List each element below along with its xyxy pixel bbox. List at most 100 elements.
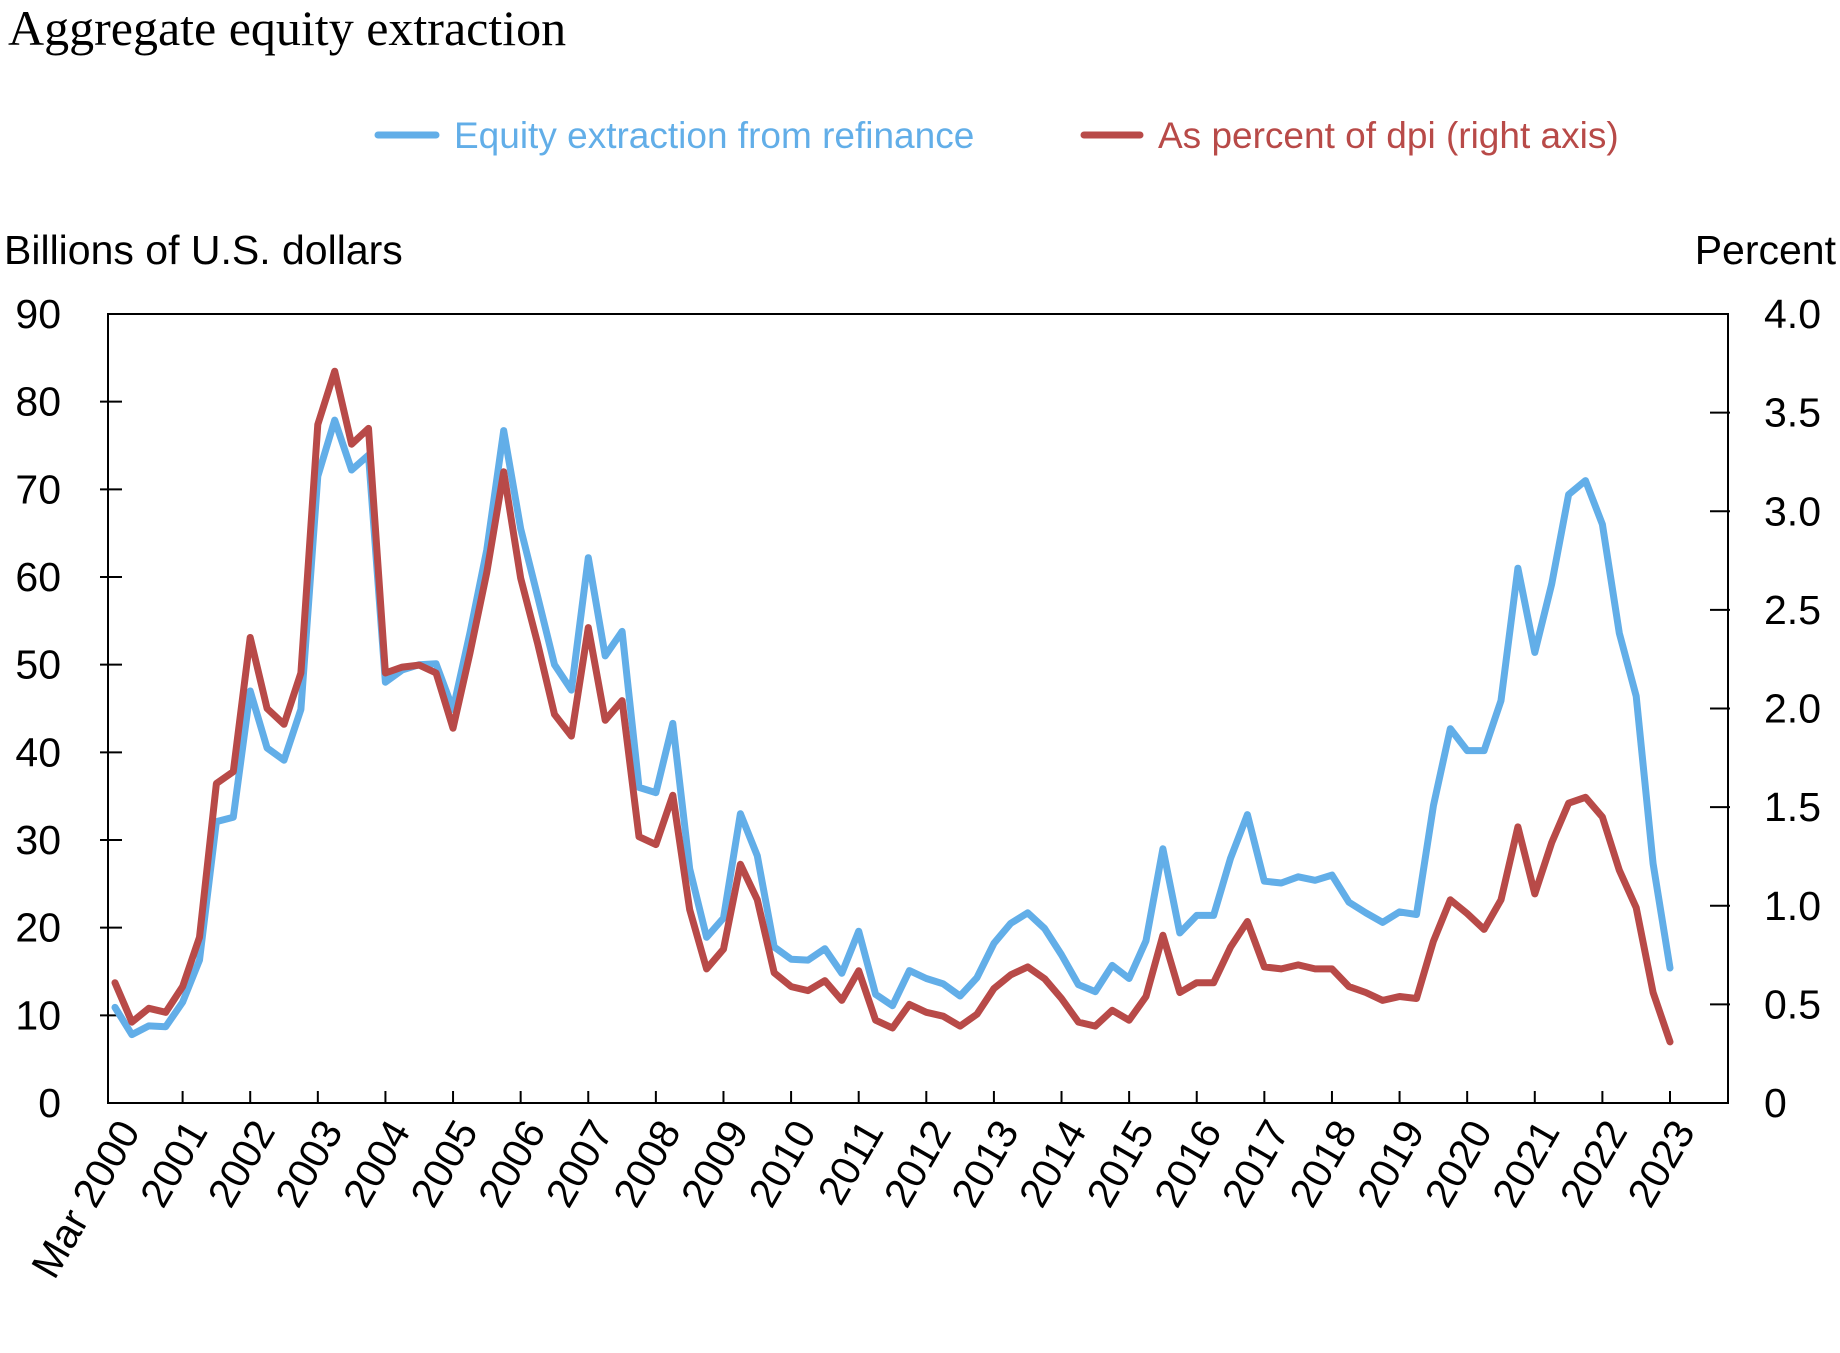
data-point xyxy=(789,985,793,989)
data-point xyxy=(451,726,455,730)
data-point xyxy=(772,971,776,975)
data-point xyxy=(1499,699,1503,703)
data-point xyxy=(1398,994,1402,998)
x-tick-label: 2004 xyxy=(334,1113,419,1215)
data-point xyxy=(1583,795,1587,799)
left-tick-label: 70 xyxy=(15,466,61,512)
data-point xyxy=(1634,906,1638,910)
data-point xyxy=(1431,804,1435,808)
right-tick-label: 1.0 xyxy=(1764,883,1821,929)
series-line-refinance xyxy=(111,416,1674,1039)
data-point xyxy=(620,629,624,633)
data-point xyxy=(1668,966,1672,970)
data-point xyxy=(147,1006,151,1010)
data-point xyxy=(1093,1024,1097,1028)
data-point xyxy=(1414,913,1418,917)
data-point xyxy=(231,770,235,774)
data-point xyxy=(857,929,861,933)
data-point xyxy=(1651,862,1655,866)
data-point xyxy=(891,1026,894,1030)
data-point xyxy=(840,998,844,1002)
right-tick-label: 4.0 xyxy=(1764,291,1821,337)
data-point xyxy=(1060,953,1064,957)
data-point xyxy=(400,665,404,669)
data-point xyxy=(1398,910,1402,914)
data-point xyxy=(130,1020,134,1024)
data-point xyxy=(367,426,371,430)
data-point xyxy=(654,843,658,847)
legend: Equity extraction from refinance As perc… xyxy=(374,115,1619,156)
right-tick-label: 3.0 xyxy=(1764,488,1821,534)
data-point xyxy=(755,854,759,858)
data-point xyxy=(586,626,590,630)
data-point xyxy=(1043,977,1047,981)
data-point xyxy=(992,987,996,991)
data-point xyxy=(1144,994,1148,998)
legend-label-refinance: Equity extraction from refinance xyxy=(454,115,974,156)
right-tick-label: 2.5 xyxy=(1764,587,1821,633)
data-point xyxy=(198,935,202,939)
x-tick-label: 2003 xyxy=(266,1113,351,1215)
data-point xyxy=(705,967,709,971)
data-point xyxy=(1651,991,1655,995)
data-point xyxy=(468,651,472,655)
data-point xyxy=(1212,981,1216,985)
series-points-refinance xyxy=(113,418,1672,1037)
data-point xyxy=(147,1024,151,1028)
data-point xyxy=(1499,898,1503,902)
data-point xyxy=(738,862,742,866)
data-point xyxy=(721,947,725,951)
data-point xyxy=(1381,920,1385,924)
data-point xyxy=(350,442,354,446)
data-point xyxy=(1127,1018,1131,1022)
left-tick-label: 10 xyxy=(15,992,61,1038)
data-point xyxy=(1330,967,1334,971)
right-axis-title: Percent xyxy=(1695,227,1837,273)
data-point xyxy=(181,1000,185,1004)
data-point xyxy=(198,958,202,962)
data-point xyxy=(383,680,387,684)
data-point xyxy=(1482,927,1486,931)
x-tick-label: 2022 xyxy=(1551,1113,1636,1215)
data-point xyxy=(789,957,793,961)
data-point xyxy=(1567,493,1571,497)
data-point xyxy=(214,781,218,785)
data-point xyxy=(164,1010,168,1014)
data-point xyxy=(637,785,641,789)
right-tick-label: 1.5 xyxy=(1764,784,1821,830)
data-point xyxy=(907,1002,911,1006)
data-point xyxy=(671,721,675,725)
x-tick-label: 2021 xyxy=(1483,1113,1568,1215)
right-tick-label: 3.5 xyxy=(1764,390,1821,436)
data-point xyxy=(671,793,675,797)
data-point xyxy=(1347,900,1351,904)
data-point xyxy=(840,971,844,975)
data-point xyxy=(519,576,523,580)
data-point xyxy=(1279,967,1283,971)
data-point xyxy=(113,1005,117,1009)
data-point xyxy=(1161,847,1165,851)
data-point xyxy=(434,662,438,666)
data-point xyxy=(1533,892,1537,896)
data-point xyxy=(265,746,269,750)
data-point xyxy=(806,958,810,962)
data-point xyxy=(874,1018,878,1022)
data-point xyxy=(1009,973,1013,977)
data-point xyxy=(1567,801,1571,805)
data-point xyxy=(282,758,286,762)
left-tick-label: 90 xyxy=(15,291,61,337)
data-point xyxy=(1600,815,1604,819)
x-tick-label: 2013 xyxy=(942,1113,1027,1215)
data-point xyxy=(502,470,506,474)
data-point xyxy=(688,908,692,912)
x-tick-label: 2023 xyxy=(1618,1113,1703,1215)
x-tick-label: 2010 xyxy=(739,1113,824,1215)
left-tick-label: 0 xyxy=(38,1080,61,1126)
data-point xyxy=(738,812,742,816)
data-point xyxy=(519,527,523,531)
data-point xyxy=(1110,1008,1114,1012)
data-point xyxy=(1465,749,1469,753)
data-point xyxy=(333,369,337,373)
data-point xyxy=(1381,998,1385,1002)
data-point xyxy=(891,1004,894,1008)
